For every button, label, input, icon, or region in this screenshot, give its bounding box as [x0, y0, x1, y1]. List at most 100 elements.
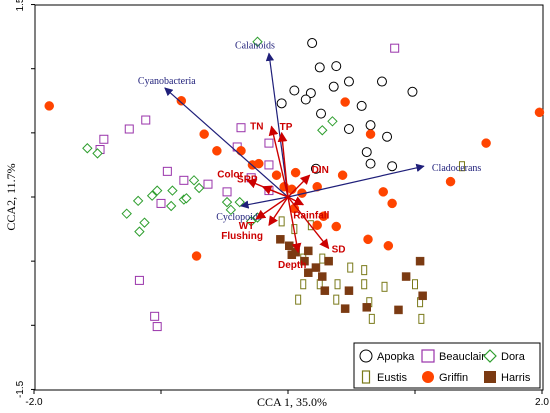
point-griffin — [340, 97, 350, 107]
point-griffin — [318, 211, 329, 221]
point-apopka — [343, 76, 354, 87]
point-dora — [181, 193, 192, 204]
point-eustis — [278, 216, 285, 227]
point-dora — [82, 143, 93, 154]
legend-label-griffin: Griffin — [439, 372, 468, 384]
env-label-rainfall: Rainfall — [293, 211, 329, 222]
env-label-din: DIN — [312, 165, 329, 176]
point-dora — [151, 185, 163, 196]
point-beauclair — [179, 175, 189, 185]
species-arrow-cladocerans — [287, 163, 425, 198]
env-arrow-srp — [261, 185, 289, 198]
point-dora — [146, 190, 158, 201]
env-arrow-depth — [287, 196, 302, 254]
point-griffin — [331, 221, 342, 232]
species-arrow-calanoids — [265, 52, 289, 198]
point-apopka — [300, 94, 311, 105]
point-apopka — [387, 161, 398, 172]
point-beauclair — [99, 134, 109, 144]
point-apopka — [310, 163, 321, 174]
point-harris — [304, 246, 313, 256]
point-harris — [340, 304, 350, 313]
point-dora — [132, 195, 144, 207]
point-eustis — [347, 262, 354, 273]
legend-marker-beauclair — [421, 349, 435, 363]
point-dora — [167, 185, 178, 196]
point-harris — [415, 256, 425, 266]
point-apopka — [314, 62, 325, 73]
point-harris — [276, 235, 285, 244]
point-apopka — [365, 120, 376, 131]
env-arrow-wt — [255, 196, 289, 220]
point-apopka — [305, 88, 316, 99]
legend-marker-apopka — [359, 349, 373, 363]
env-label-wt: WT — [239, 221, 255, 232]
tick-labels: -2.0 2.0 1.5 -1.5 — [15, 0, 549, 408]
legend-label-eustis: Eustis — [377, 372, 407, 384]
point-beauclair — [150, 311, 160, 321]
point-griffin — [378, 187, 388, 197]
point-eustis — [381, 281, 388, 292]
point-dora — [327, 116, 338, 127]
point-dora — [245, 216, 257, 227]
point-apopka — [331, 61, 342, 72]
point-griffin — [337, 170, 348, 180]
species-label-cyclopoids: Cyclopoids — [216, 212, 262, 223]
point-beauclair — [156, 198, 166, 208]
point-apopka — [307, 38, 318, 49]
point-eustis — [368, 313, 375, 324]
species-label-cladocerans: Cladocerans — [432, 163, 482, 174]
point-dora — [165, 200, 177, 212]
legend-label-harris: Harris — [501, 372, 531, 384]
env-arrow-sd — [287, 196, 330, 250]
point-beauclair — [162, 166, 172, 176]
point-griffin — [44, 101, 54, 111]
point-eustis — [412, 279, 418, 290]
point-griffin — [312, 220, 322, 230]
point-dora — [221, 196, 233, 208]
point-apopka — [289, 85, 300, 96]
point-griffin — [176, 96, 187, 106]
point-griffin — [387, 198, 397, 209]
point-dora — [188, 175, 200, 186]
legend-marker-dora — [483, 349, 497, 363]
point-harris — [304, 268, 313, 277]
point-dora — [225, 204, 237, 216]
point-dora — [134, 226, 145, 237]
point-eustis — [361, 279, 368, 290]
point-eustis — [333, 294, 340, 305]
env-arrow-tn — [268, 125, 289, 198]
point-apopka — [356, 100, 367, 111]
legend-marker-harris — [484, 371, 496, 383]
legend-label-beauclair: Beauclair — [439, 351, 485, 363]
point-beauclair — [141, 115, 151, 125]
point-harris — [320, 286, 330, 295]
point-griffin — [312, 181, 322, 192]
point-eustis — [300, 279, 307, 290]
legend-box — [353, 342, 541, 389]
point-beauclair — [390, 43, 400, 53]
point-apopka — [376, 76, 387, 87]
point-griffin — [445, 176, 456, 187]
point-beauclair — [134, 275, 144, 285]
point-beauclair — [222, 187, 232, 197]
point-apopka — [382, 131, 393, 142]
point-harris — [344, 286, 354, 295]
legend-marker-eustis — [361, 370, 371, 384]
point-eustis — [334, 279, 341, 290]
point-apopka — [328, 81, 339, 92]
x-tick-label: -2.0 — [25, 397, 43, 408]
point-eustis — [319, 253, 326, 264]
env-arrow-rainfall — [287, 196, 305, 206]
point-apopka — [316, 108, 327, 119]
axis-ticks — [31, 4, 543, 394]
point-harris — [362, 303, 371, 312]
y-tick-label: -1.5 — [15, 380, 26, 398]
point-griffin — [363, 234, 373, 245]
point-harris — [401, 272, 411, 281]
point-beauclair — [264, 138, 274, 148]
x-tick-label: 2.0 — [535, 397, 549, 408]
point-harris — [291, 247, 300, 257]
point-beauclair — [152, 322, 162, 332]
